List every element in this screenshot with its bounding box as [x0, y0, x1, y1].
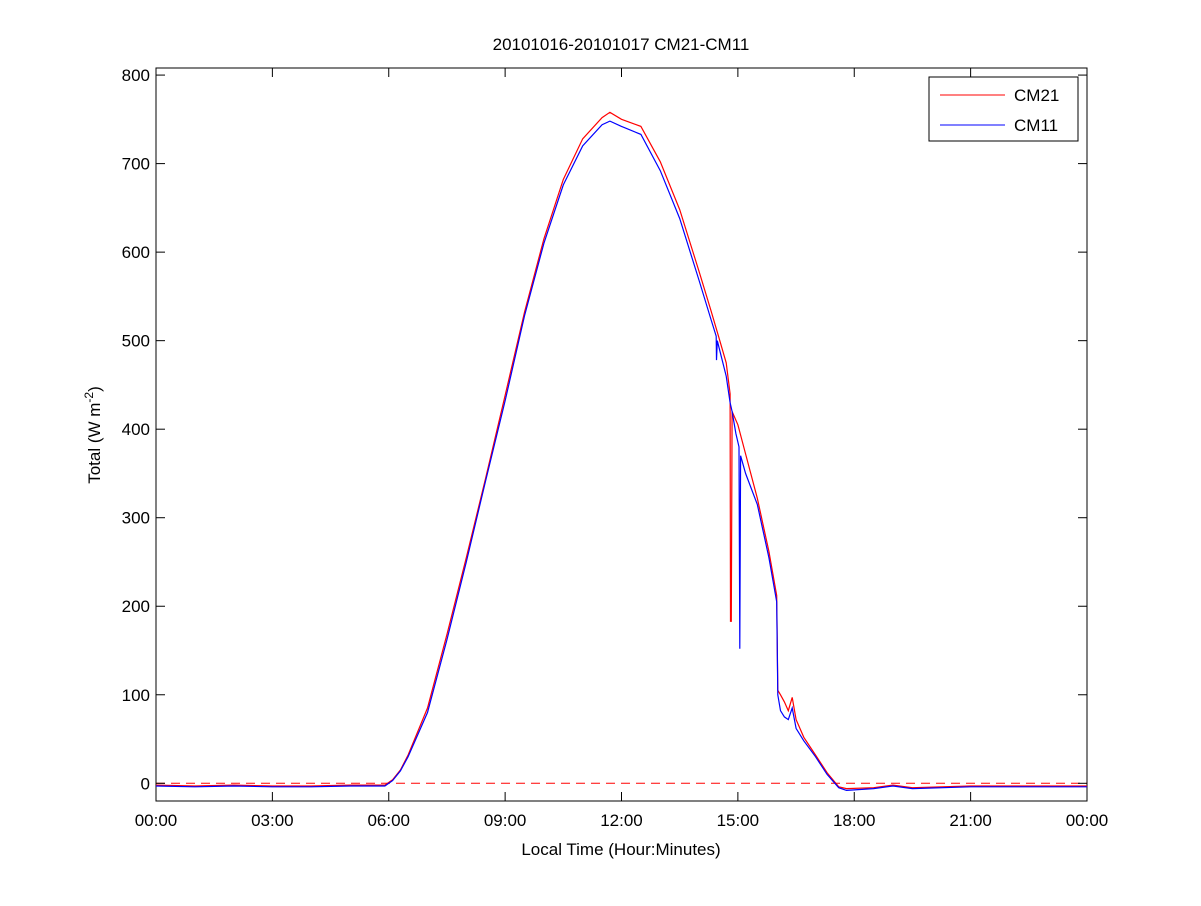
y-tick-label: 500 — [122, 332, 150, 351]
y-axis-label-main: Total (W m — [85, 403, 104, 484]
chart-title: 20101016-20101017 CM21-CM11 — [493, 35, 750, 54]
y-tick-label: 800 — [122, 66, 150, 85]
legend-box — [928, 76, 1079, 142]
x-tick-label: 09:00 — [484, 811, 527, 830]
x-tick-label: 03:00 — [251, 811, 294, 830]
y-tick-label: 200 — [122, 597, 150, 616]
x-tick-label: 18:00 — [833, 811, 876, 830]
plot-area — [155, 67, 1088, 802]
x-tick-label: 00:00 — [135, 811, 178, 830]
axis-ticks: 00:00 03:00 06:00 09:00 12:00 15:00 18:00 21:00… — [122, 66, 1109, 830]
y-tick-label: 400 — [122, 420, 150, 439]
y-tick-label: 600 — [122, 243, 150, 262]
series-line-cm21 — [155, 111, 1087, 790]
y-axis-label-sup: -2 — [82, 392, 96, 403]
y-tick-label: 0 — [141, 774, 150, 793]
x-tick-label: 15:00 — [717, 811, 760, 830]
y-tick-label: 300 — [122, 509, 150, 528]
y-axis-label: Total (W m-2) — [82, 386, 104, 484]
legend-label-cm21: CM21 — [1014, 86, 1059, 105]
x-tick-label: 06:00 — [367, 811, 410, 830]
series-line-cm11 — [155, 120, 1087, 792]
y-axis-label-end: ) — [85, 386, 104, 392]
x-tick-label: 00:00 — [1066, 811, 1109, 830]
x-tick-label: 12:00 — [600, 811, 643, 830]
legend-label-cm11: CM11 — [1014, 116, 1058, 135]
y-tick-label: 700 — [122, 155, 150, 174]
legend: CM21 CM11 — [928, 76, 1079, 142]
x-axis-label: Local Time (Hour:Minutes) — [521, 840, 720, 859]
x-tick-label: 21:00 — [949, 811, 992, 830]
y-tick-label: 100 — [122, 686, 150, 705]
plot-content — [155, 111, 1087, 792]
